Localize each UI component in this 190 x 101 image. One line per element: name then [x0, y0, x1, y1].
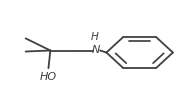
Text: N: N	[92, 45, 100, 55]
Text: HO: HO	[40, 72, 57, 82]
Text: H: H	[91, 32, 99, 42]
